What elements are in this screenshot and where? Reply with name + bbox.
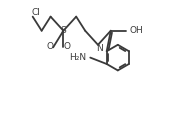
Text: Cl: Cl	[31, 8, 40, 17]
Text: OH: OH	[129, 26, 143, 35]
Text: N: N	[96, 44, 103, 53]
Text: O: O	[63, 42, 70, 51]
Text: O: O	[46, 42, 53, 51]
Text: H₂N: H₂N	[69, 53, 87, 62]
Text: S: S	[61, 26, 66, 35]
